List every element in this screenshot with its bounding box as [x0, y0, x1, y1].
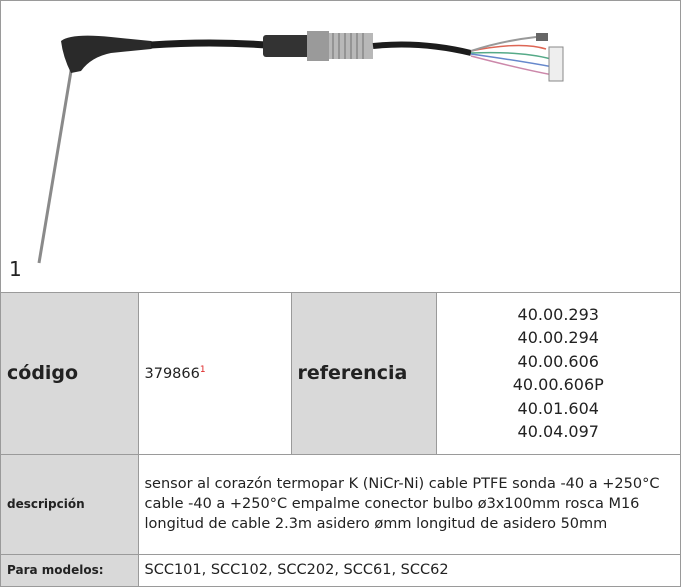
reference-list: 40.00.293 40.00.294 40.00.606 40.00.606P 40.… — [435, 293, 680, 455]
reference-label: referencia — [290, 293, 437, 455]
reference: 40.00.606 — [517, 351, 599, 371]
code-label: código — [1, 293, 139, 455]
code-cell: 3798661 — [137, 293, 292, 455]
product-photo: 1 — [1, 1, 680, 293]
description-label: descripción — [1, 453, 139, 555]
photo-label: 1 — [9, 257, 22, 281]
reference: 40.00.294 — [517, 328, 599, 348]
models: SCC101, SCC102, SCC202, SCC61, SCC62 — [137, 553, 680, 586]
models-label: Para modelos: — [1, 553, 139, 586]
spec-table: código 3798661 referencia 40.00.293 40.00… — [1, 293, 680, 586]
probe-drawing — [37, 31, 564, 264]
code: 379866 — [144, 365, 200, 382]
code-note: 1 — [199, 364, 206, 375]
reference: 40.00.293 — [517, 304, 599, 324]
reference: 40.04.097 — [517, 422, 599, 442]
reference: 40.00.606P — [512, 375, 604, 395]
reference: 40.01.604 — [517, 398, 599, 418]
description: sensor al corazón termopar K (NiCr-Ni) c… — [137, 453, 680, 555]
